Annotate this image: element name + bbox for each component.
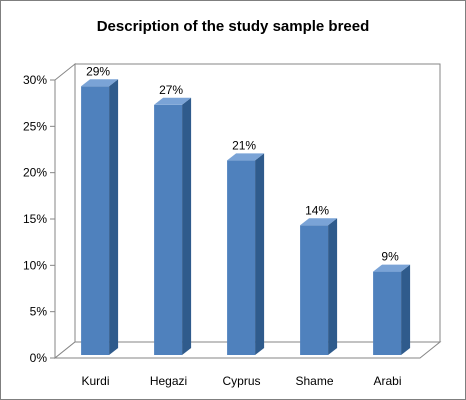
bar-front	[154, 104, 183, 355]
chart-title: Description of the study sample breed	[96, 18, 370, 35]
bar-top	[300, 218, 338, 226]
bar-side	[182, 97, 192, 356]
bar-side	[109, 79, 119, 356]
bar-top	[373, 264, 411, 272]
data-label: 14%	[305, 203, 329, 217]
bar-side	[255, 153, 265, 355]
y-axis-ticks: 0% 5% 10% 15% 20% 25% 30%	[23, 73, 55, 365]
bar	[300, 218, 338, 355]
bar	[373, 264, 411, 355]
bar-front	[373, 271, 402, 355]
x-axis-labels: Kurdi Hegazi Cyprus Shame Arabi	[81, 374, 401, 388]
data-label: 9%	[381, 250, 399, 264]
data-label: 29%	[86, 64, 110, 78]
x-category-label: Shame	[295, 374, 333, 388]
bar-side	[328, 218, 338, 355]
y-tick-label: 5%	[30, 305, 48, 319]
y-tick-label: 0%	[30, 351, 48, 365]
y-tick-label: 15%	[23, 212, 47, 226]
bar	[154, 97, 192, 356]
bar-front	[227, 160, 256, 355]
bar-side	[401, 264, 411, 355]
bar-front	[300, 225, 329, 355]
bars: 29% 27% 21% 14% 9%	[81, 64, 411, 356]
x-category-label: Kurdi	[81, 374, 109, 388]
data-label: 27%	[159, 83, 183, 97]
y-tick-label: 25%	[23, 119, 47, 133]
bar	[227, 153, 265, 355]
x-category-label: Cyprus	[222, 374, 260, 388]
y-tick-label: 20%	[23, 166, 47, 180]
bar-top	[154, 97, 192, 105]
x-category-label: Hegazi	[150, 374, 187, 388]
y-tick-label: 30%	[23, 73, 47, 87]
y-tick-label: 10%	[23, 258, 47, 272]
x-category-label: Arabi	[373, 374, 401, 388]
bar	[81, 79, 119, 356]
data-label: 21%	[232, 138, 256, 152]
bar-top	[81, 79, 119, 87]
bar-front	[81, 86, 110, 356]
side-wall	[54, 62, 76, 360]
bar-top	[227, 153, 265, 161]
